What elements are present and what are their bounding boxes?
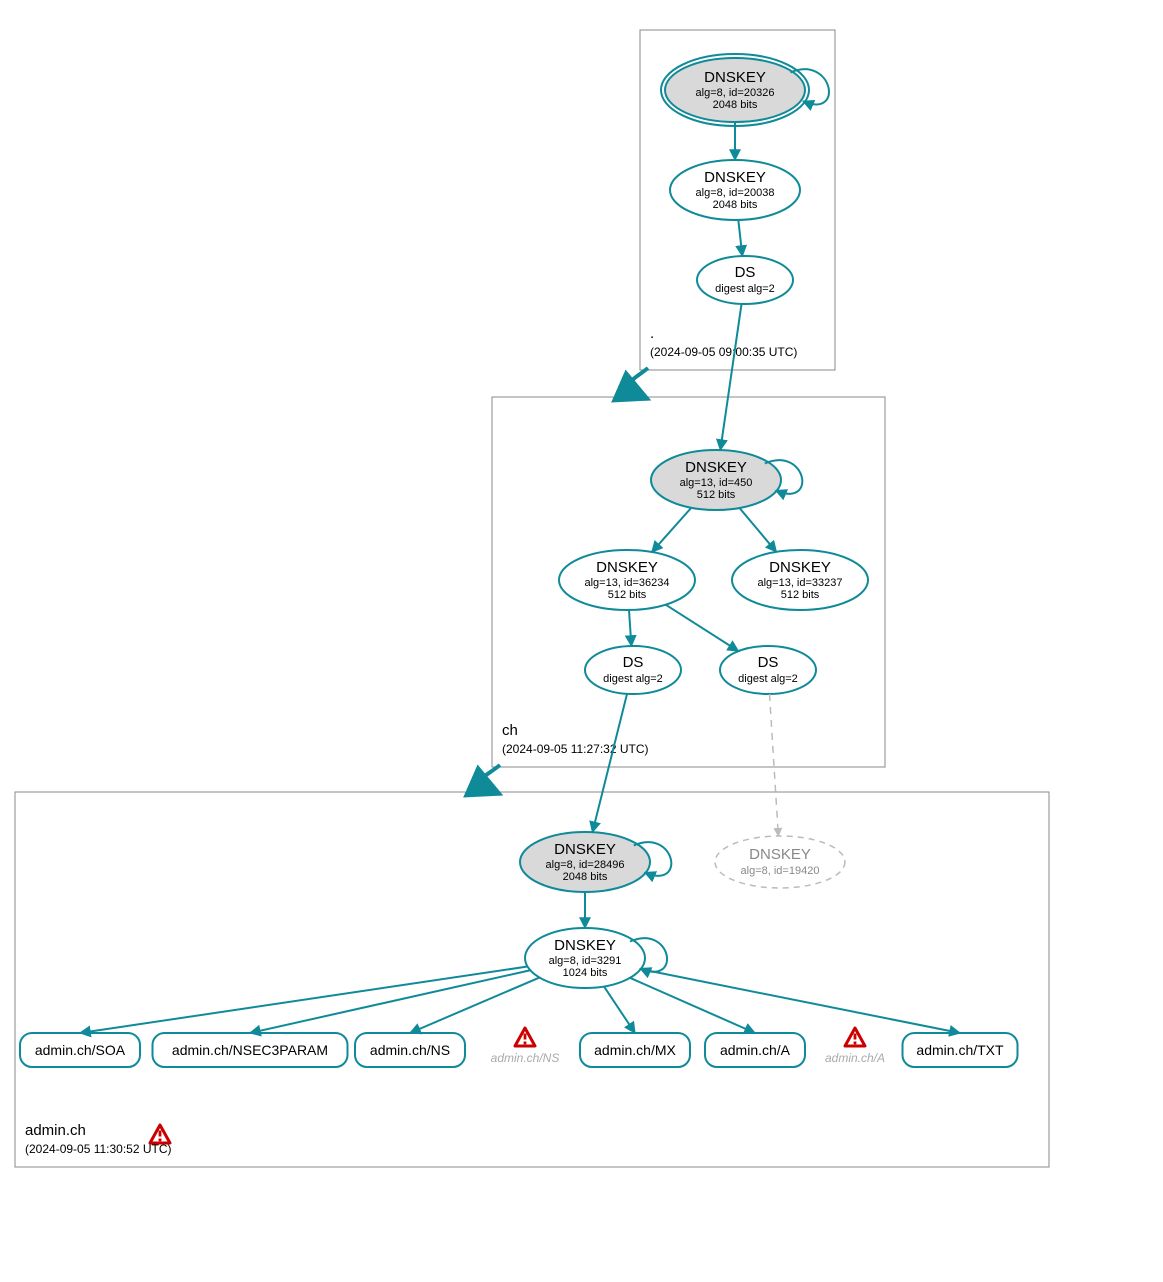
svg-text:512 bits: 512 bits <box>781 589 820 601</box>
warning-icon-leaf_a_g <box>845 1028 865 1046</box>
node-root_ksk[interactable]: DNSKEYalg=8, id=203262048 bits <box>661 54 829 126</box>
zone-arrow-ch-admin <box>480 765 500 794</box>
leaf-label-leaf_mx: admin.ch/MX <box>594 1042 676 1058</box>
svg-text:alg=13, id=36234: alg=13, id=36234 <box>584 577 669 589</box>
svg-text:512 bits: 512 bits <box>608 589 647 601</box>
node-ch_zsk2[interactable]: DNSKEYalg=13, id=33237512 bits <box>732 550 868 610</box>
svg-text:digest alg=2: digest alg=2 <box>715 283 775 295</box>
leaf-label-leaf_nsec: admin.ch/NSEC3PARAM <box>172 1042 328 1058</box>
svg-text:alg=8, id=20038: alg=8, id=20038 <box>696 187 775 199</box>
svg-text:DNSKEY: DNSKEY <box>596 559 658 576</box>
warning-icon-leaf_ns_g <box>515 1028 535 1046</box>
zone-label-ch: ch <box>502 722 518 739</box>
zone-label-root: . <box>650 325 654 342</box>
edge-ch_zsk1-ch_ds1 <box>629 610 631 646</box>
edge-adm_zsk-leaf_mx <box>604 986 635 1033</box>
leaf-label-leaf_soa: admin.ch/SOA <box>35 1042 126 1058</box>
svg-text:DS: DS <box>758 654 779 671</box>
node-adm_ghost[interactable]: DNSKEY alg=8, id=19420 <box>715 836 845 888</box>
svg-text:digest alg=2: digest alg=2 <box>603 673 663 685</box>
node-ch_ds2[interactable]: DS digest alg=2 <box>720 646 816 694</box>
zone-label-admin: admin.ch <box>25 1122 86 1139</box>
zone-timestamp-root: (2024-09-05 09:00:35 UTC) <box>650 345 797 359</box>
node-ch_zsk1[interactable]: DNSKEYalg=13, id=36234512 bits <box>559 550 695 610</box>
svg-text:DNSKEY: DNSKEY <box>769 559 831 576</box>
dnssec-diagram: . (2024-09-05 09:00:35 UTC) ch (2024-09-05 … <box>0 0 1163 1282</box>
svg-text:2048 bits: 2048 bits <box>563 871 608 883</box>
edge-ch_ksk-ch_zsk1 <box>652 508 691 552</box>
svg-text:DS: DS <box>623 654 644 671</box>
edge-adm_zsk-leaf_txt <box>641 969 960 1033</box>
svg-text:alg=13, id=33237: alg=13, id=33237 <box>757 577 842 589</box>
svg-text:alg=8, id=20326: alg=8, id=20326 <box>696 87 775 99</box>
svg-text:DNSKEY: DNSKEY <box>685 459 747 476</box>
leaf-leaf_a_g: admin.ch/A <box>825 1051 885 1065</box>
svg-text:DS: DS <box>735 264 756 281</box>
node-adm_ksk[interactable]: DNSKEYalg=8, id=284962048 bits <box>520 832 671 892</box>
svg-text:DNSKEY: DNSKEY <box>704 69 766 86</box>
edge-adm_zsk-leaf_ns <box>410 978 539 1033</box>
node-root_zsk[interactable]: DNSKEYalg=8, id=200382048 bits <box>670 160 800 220</box>
edge-ch_ds1-adm_ksk <box>592 694 627 832</box>
svg-text:512 bits: 512 bits <box>697 489 736 501</box>
edge-ch_ksk-ch_zsk2 <box>739 508 776 552</box>
node-root_ds[interactable]: DS digest alg=2 <box>697 256 793 304</box>
svg-text:alg=8, id=28496: alg=8, id=28496 <box>546 859 625 871</box>
leaf-label-leaf_a: admin.ch/A <box>720 1042 791 1058</box>
zone-timestamp-ch: (2024-09-05 11:27:32 UTC) <box>502 742 649 756</box>
edge-adm_zsk-leaf_a <box>630 978 755 1033</box>
edge-root_ds-ch_ksk <box>720 304 741 450</box>
edge-adm_zsk-leaf_soa <box>80 967 527 1033</box>
svg-text:2048 bits: 2048 bits <box>713 99 758 111</box>
svg-text:alg=13, id=450: alg=13, id=450 <box>680 477 753 489</box>
leaf-label-leaf_ns: admin.ch/NS <box>370 1042 450 1058</box>
svg-text:alg=8, id=19420: alg=8, id=19420 <box>741 865 820 877</box>
zone-arrow-root-ch <box>628 368 648 399</box>
svg-text:DNSKEY: DNSKEY <box>749 846 811 863</box>
zone-warn-admin <box>150 1125 170 1143</box>
svg-text:DNSKEY: DNSKEY <box>554 841 616 858</box>
leaf-leaf_ns_g: admin.ch/NS <box>491 1051 560 1065</box>
edge-ch_ds2-adm_ghost <box>769 694 778 836</box>
svg-text:alg=8, id=3291: alg=8, id=3291 <box>549 955 622 967</box>
edge-root_zsk-root_ds <box>738 220 742 256</box>
svg-text:digest alg=2: digest alg=2 <box>738 673 798 685</box>
edge-ch_zsk1-ch_ds2 <box>666 605 739 651</box>
svg-text:DNSKEY: DNSKEY <box>554 937 616 954</box>
svg-text:DNSKEY: DNSKEY <box>704 169 766 186</box>
svg-text:2048 bits: 2048 bits <box>713 199 758 211</box>
svg-text:1024 bits: 1024 bits <box>563 967 608 979</box>
leaf-label-leaf_txt: admin.ch/TXT <box>916 1042 1004 1058</box>
node-adm_zsk[interactable]: DNSKEYalg=8, id=32911024 bits <box>525 928 667 988</box>
node-ch_ksk[interactable]: DNSKEYalg=13, id=450512 bits <box>651 450 802 510</box>
node-ch_ds1[interactable]: DS digest alg=2 <box>585 646 681 694</box>
